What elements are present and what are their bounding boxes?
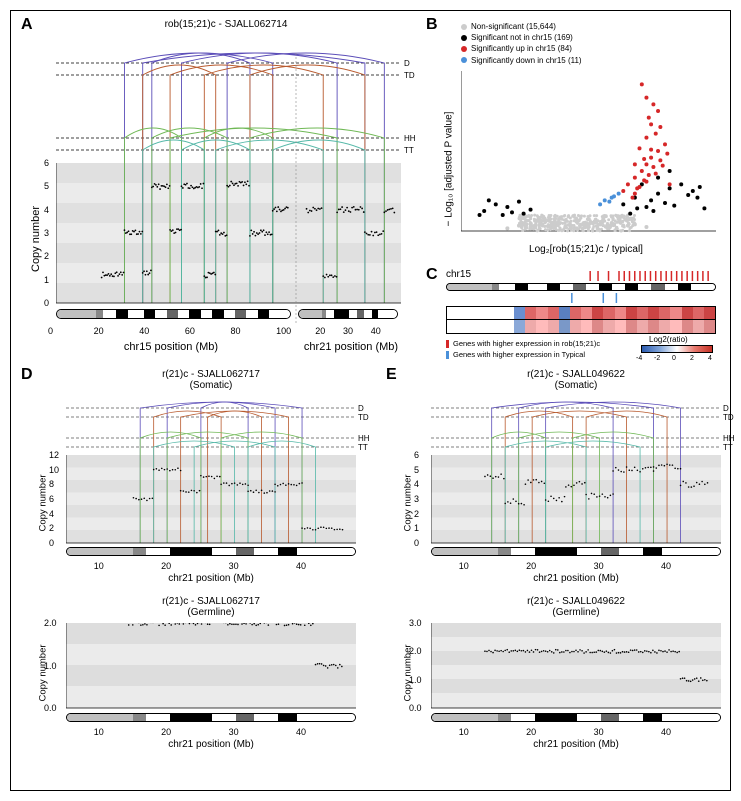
arc-label-hh: HH [404, 134, 416, 143]
d-arc-hh: HH [358, 434, 370, 443]
colorbar-label: Log2(ratio) [649, 335, 688, 344]
panel-c-ticks [446, 271, 716, 303]
panel-b-xlabel: Log₂[rob(15;21)c / typical] [501, 244, 671, 255]
panel-d-title-som: r(21)c - SJALL062717 (Somatic) [121, 369, 301, 391]
panel-c-label: C [426, 266, 438, 284]
panel-a-svg [56, 33, 401, 353]
e-arc-d: D [723, 404, 729, 413]
panel-a-label: A [21, 16, 33, 34]
e-germ-ideo [431, 713, 721, 722]
panel-a-ideo21 [298, 309, 398, 319]
d-germ-ideo [66, 713, 356, 722]
d-arc-td: TD [358, 413, 369, 422]
legend-ns: Non-significant (15,644) [461, 21, 582, 32]
arc-label-td: TD [404, 71, 415, 80]
e-germ-xlabel: chr21 position (Mb) [516, 739, 636, 750]
d-germ-xlabel: chr21 position (Mb) [151, 739, 271, 750]
legend-up: Significantly up in chr15 (84) [461, 43, 582, 54]
e-arc-hh: HH [723, 434, 735, 443]
e-arc-td: TD [723, 413, 734, 422]
e-germ-ylabel: Copy number [403, 632, 414, 702]
e-arc-tt: TT [723, 443, 733, 452]
panel-b-svg [461, 71, 716, 241]
panel-e-som-svg [431, 393, 721, 568]
panel-b-legend: Non-significant (15,644) Significant not… [461, 21, 582, 66]
panel-d-title-germ: r(21)c - SJALL062717 (Germline) [121, 596, 301, 618]
panel-e-title-germ: r(21)c - SJALL049622 (Germline) [486, 596, 666, 618]
panel-c-heatmap-row1 [446, 306, 716, 320]
e-som-ideo [431, 547, 721, 556]
colorbar [641, 345, 713, 353]
panel-c-legend: Genes with higher expression in rob(15;2… [446, 339, 600, 360]
d-arc-d: D [358, 404, 364, 413]
legend-sig: Significant not in chr15 (169) [461, 32, 582, 43]
d-som-ylabel: Copy number [38, 462, 49, 532]
figure-container: A rob(15;21)c - SJALL062714 D TD HH TT [10, 10, 731, 791]
panel-b-ylabel: − Log₁₀ [adjusted P value] [444, 67, 455, 227]
panel-e-label: E [386, 366, 397, 384]
d-som-xlabel: chr21 position (Mb) [151, 573, 271, 584]
panel-a-ylabel: Copy number [30, 192, 42, 272]
panel-d-som-svg [66, 393, 356, 568]
panel-a-xlabel1: chr15 position (Mb) [106, 341, 236, 353]
panel-a-ideo15 [56, 309, 291, 319]
e-som-xlabel: chr21 position (Mb) [516, 573, 636, 584]
e-som-ylabel: Copy number [403, 462, 414, 532]
d-som-ideo [66, 547, 356, 556]
panel-c-heatmap-row2 [446, 320, 716, 334]
panel-b-label: B [426, 16, 438, 34]
arc-label-d: D [404, 59, 410, 68]
legend-down: Significantly down in chr15 (11) [461, 55, 582, 66]
panel-e-title-som: r(21)c - SJALL049622 (Somatic) [486, 369, 666, 391]
panel-d-label: D [21, 366, 33, 384]
panel-a-xlabel2: chr21 position (Mb) [296, 341, 406, 353]
arc-label-tt: TT [404, 146, 414, 155]
panel-a-title: rob(15;21)c - SJALL062714 [126, 19, 326, 30]
d-arc-tt: TT [358, 443, 368, 452]
